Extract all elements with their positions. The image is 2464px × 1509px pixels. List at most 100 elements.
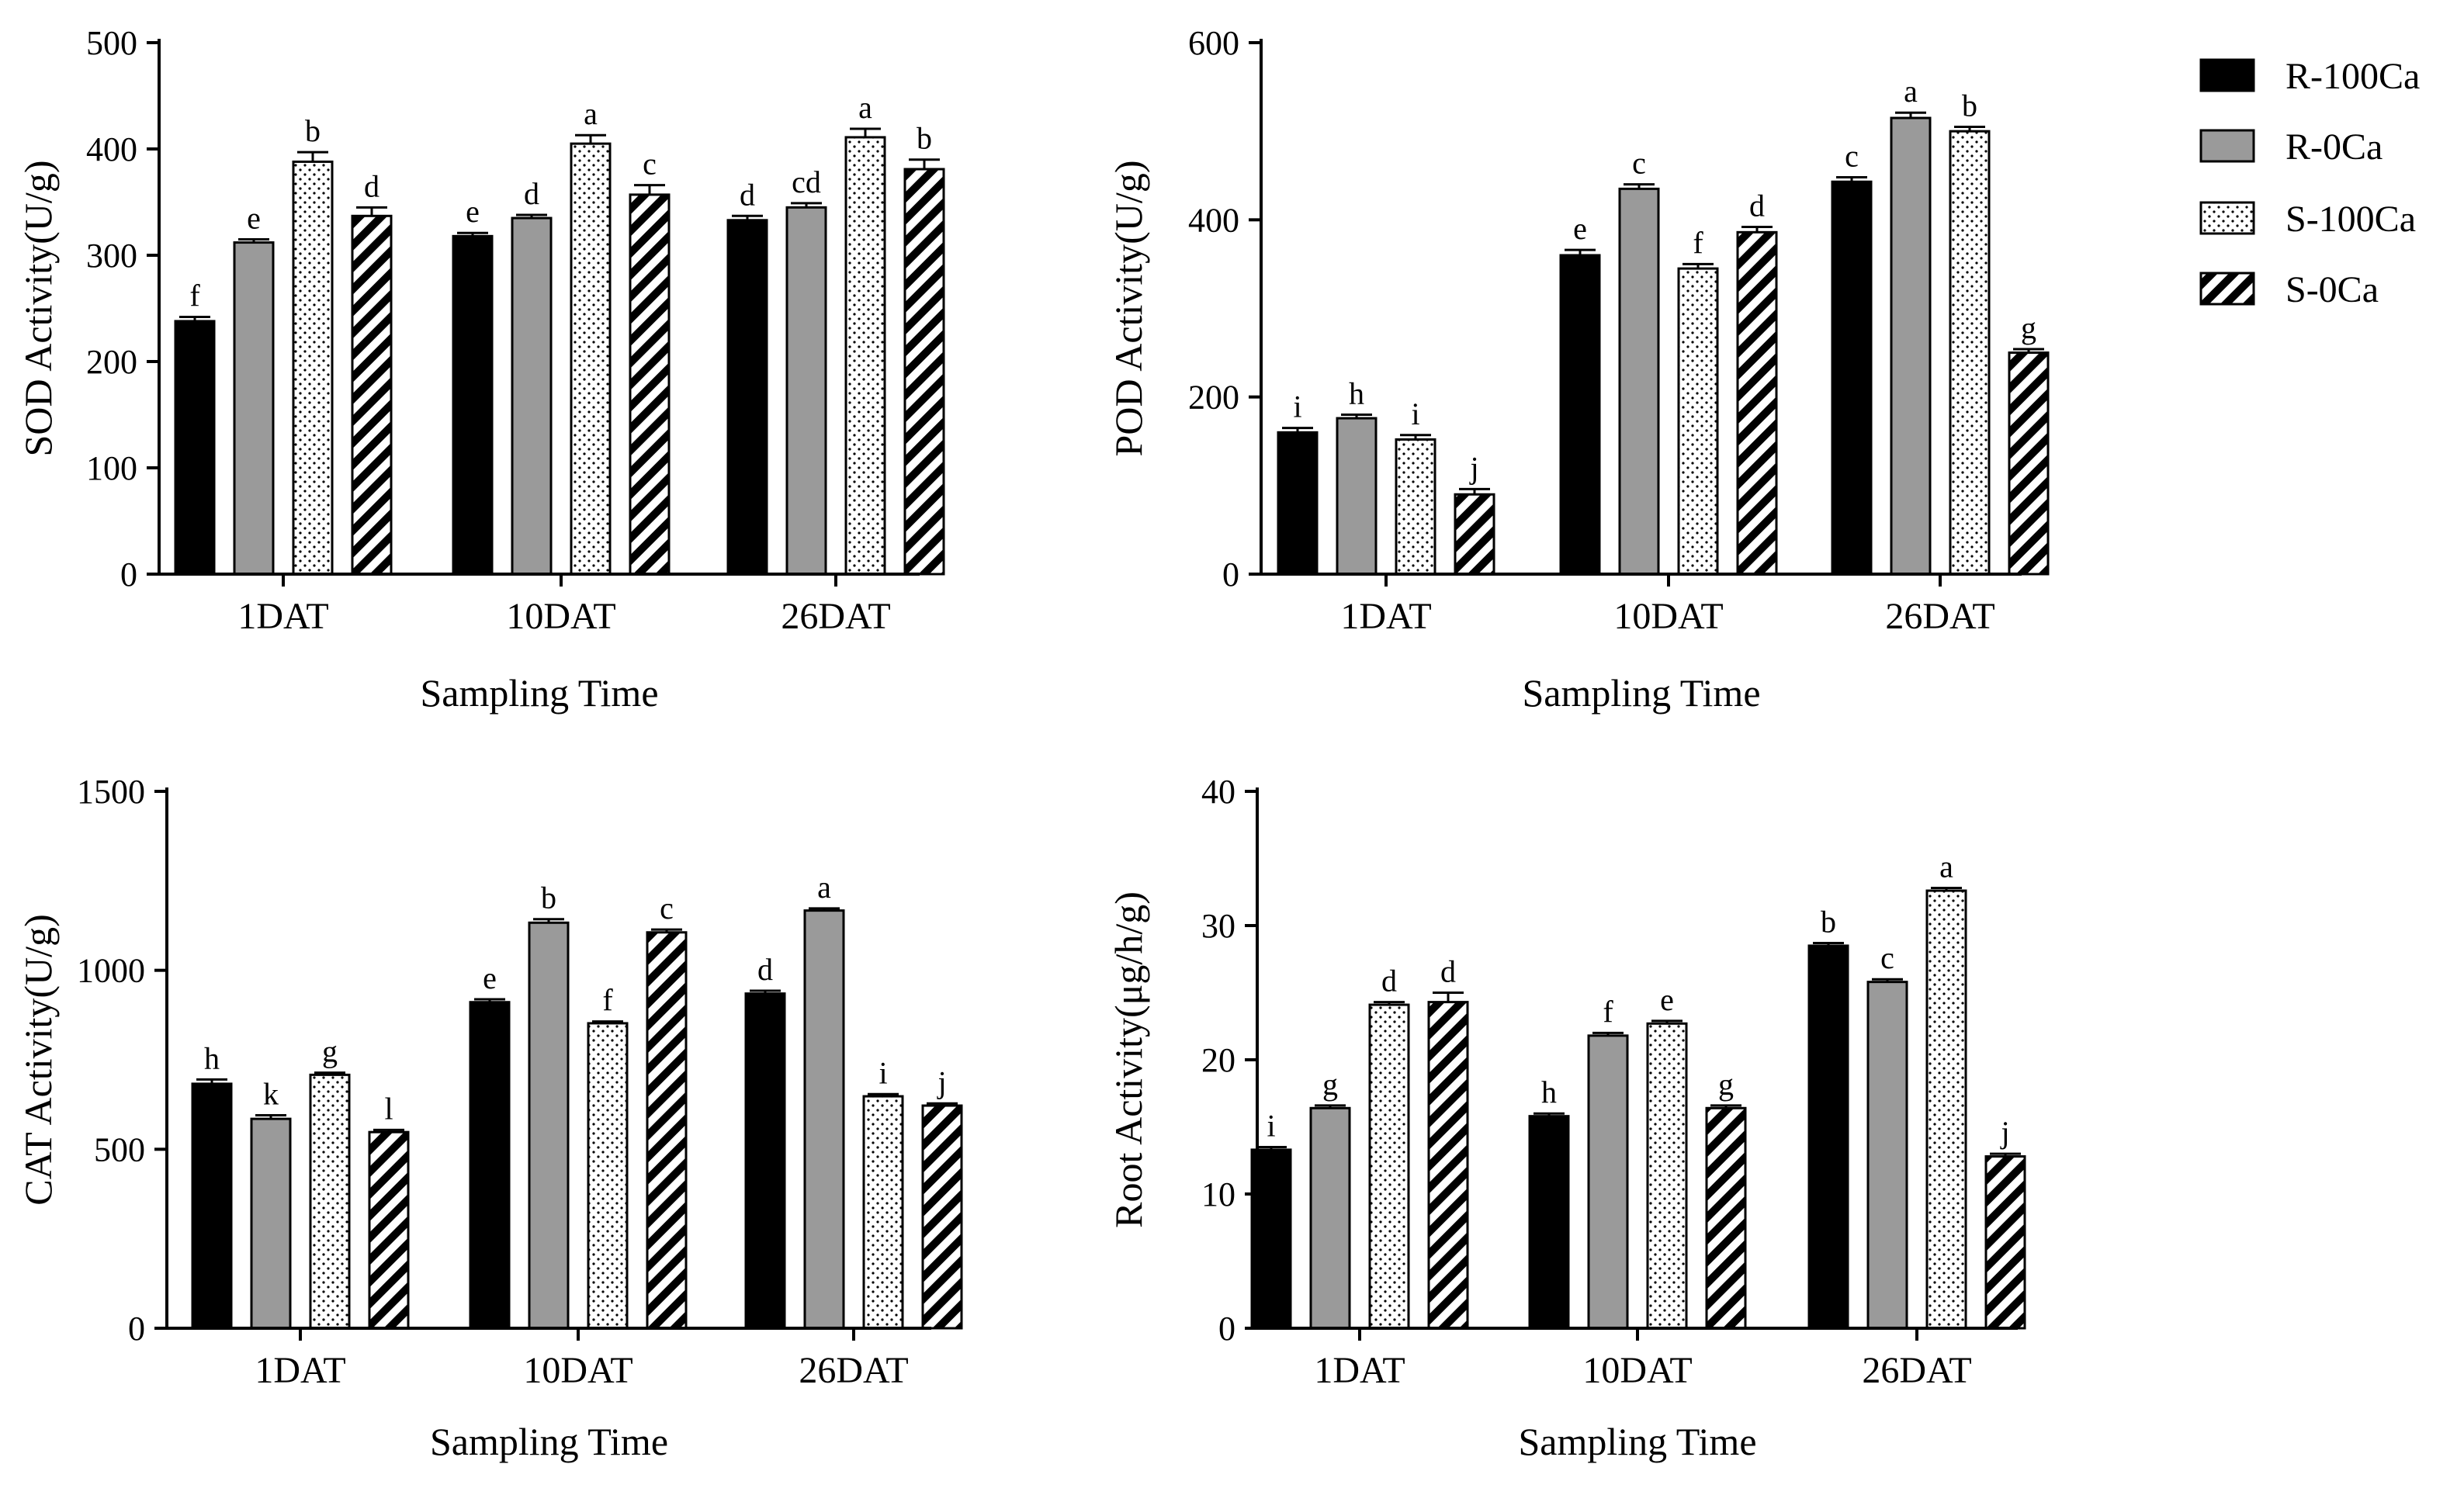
significance-letter: a bbox=[584, 96, 598, 131]
bar-r-0ca-1dat bbox=[1309, 1106, 1351, 1330]
x-tick-label: 26DAT bbox=[1862, 1350, 1971, 1391]
x-axis-title: Sampling Time bbox=[1518, 1420, 1756, 1463]
significance-letter: l bbox=[384, 1091, 393, 1126]
bar-s-100ca-10dat bbox=[1646, 1022, 1688, 1330]
bar-s-100ca-10dat bbox=[570, 142, 612, 576]
significance-letter: d bbox=[364, 168, 379, 203]
y-tick-label: 0 bbox=[1218, 1310, 1235, 1348]
significance-letter: cd bbox=[792, 164, 821, 199]
legend-label-r-0ca: R-0Ca bbox=[2286, 126, 2383, 168]
bar-r-0ca-10dat bbox=[528, 921, 570, 1330]
y-tick-label: 200 bbox=[86, 343, 137, 381]
significance-letter: b bbox=[917, 121, 932, 156]
x-tick-label: 26DAT bbox=[1885, 596, 1994, 637]
legend-swatch-s-100ca bbox=[2199, 201, 2255, 235]
bar-r-100ca-1dat bbox=[1277, 431, 1319, 576]
legend-label-s-0ca: S-0Ca bbox=[2286, 269, 2379, 310]
significance-letter: a bbox=[858, 90, 872, 125]
bar-r-100ca-26dat bbox=[726, 219, 768, 576]
y-tick-label: 20 bbox=[1201, 1041, 1235, 1079]
y-tick-label: 0 bbox=[120, 555, 137, 594]
bar-s-0ca-1dat bbox=[1454, 493, 1495, 576]
significance-letter: a bbox=[1904, 74, 1918, 109]
y-axis-title: POD Activity(U/g) bbox=[1107, 161, 1150, 457]
legend-item-s-100ca: S-100Ca bbox=[2199, 199, 2416, 240]
bar-r-0ca-26dat bbox=[785, 206, 827, 576]
significance-letter: j bbox=[936, 1064, 946, 1099]
significance-letter: f bbox=[1603, 994, 1613, 1029]
significance-letter: d bbox=[1381, 964, 1397, 999]
y-axis-title: CAT Activity(U/g) bbox=[16, 914, 60, 1205]
significance-letter: d bbox=[757, 952, 773, 987]
bar-s-0ca-1dat bbox=[368, 1130, 410, 1330]
bar-s-0ca-26dat bbox=[903, 168, 945, 576]
bar-s-0ca-10dat bbox=[1736, 230, 1778, 576]
y-tick-label: 400 bbox=[1188, 201, 1239, 239]
x-tick-label: 1DAT bbox=[237, 596, 328, 637]
bar-s-0ca-10dat bbox=[1705, 1106, 1747, 1330]
x-axis-title: Sampling Time bbox=[420, 671, 658, 715]
y-tick-label: 30 bbox=[1201, 907, 1235, 945]
x-tick-label: 1DAT bbox=[255, 1350, 345, 1391]
bar-s-0ca-10dat bbox=[646, 931, 688, 1330]
x-tick-label: 10DAT bbox=[1582, 1350, 1692, 1391]
significance-letter: b bbox=[1821, 904, 1836, 939]
bar-s-0ca-1dat bbox=[351, 214, 393, 576]
y-tick-label: 400 bbox=[86, 130, 137, 168]
bar-s-100ca-26dat bbox=[1949, 130, 1991, 576]
bar-s-100ca-26dat bbox=[1925, 889, 1967, 1330]
bar-s-100ca-1dat bbox=[1368, 1003, 1410, 1330]
bar-s-0ca-26dat bbox=[2008, 351, 2050, 576]
bar-r-0ca-10dat bbox=[511, 216, 553, 576]
significance-letter: f bbox=[1693, 225, 1703, 260]
significance-letter: b bbox=[541, 881, 556, 915]
bar-s-0ca-26dat bbox=[1984, 1155, 2026, 1330]
legend-item-r-0ca: R-0Ca bbox=[2199, 126, 2383, 168]
significance-letter: e bbox=[466, 194, 480, 229]
bar-s-100ca-1dat bbox=[1395, 438, 1436, 576]
y-tick-label: 1000 bbox=[77, 952, 145, 990]
chart-panel-3: h e d k b a g f i l c j 0 500 1000 1500 1DAT 10DAT 26DAT CA… bbox=[16, 773, 963, 1463]
chart-panel-2: i e c h c a i f b j d g 0 200 400 600 1DAT 10DAT 26DAT POD … bbox=[1107, 24, 2050, 715]
significance-letter: j bbox=[1999, 1115, 2009, 1150]
bar-s-100ca-1dat bbox=[292, 160, 334, 576]
significance-letter: a bbox=[817, 870, 831, 905]
bar-r-100ca-26dat bbox=[744, 992, 786, 1330]
significance-letter: d bbox=[740, 177, 755, 212]
significance-letter: e bbox=[1660, 982, 1674, 1017]
y-tick-label: 0 bbox=[128, 1310, 145, 1348]
significance-letter: h bbox=[204, 1040, 220, 1075]
y-tick-label: 0 bbox=[1222, 555, 1239, 594]
significance-letter: c bbox=[660, 891, 674, 926]
bar-s-0ca-26dat bbox=[921, 1104, 963, 1330]
bar-r-0ca-26dat bbox=[803, 909, 845, 1330]
y-tick-label: 100 bbox=[86, 449, 137, 487]
x-tick-label: 26DAT bbox=[781, 596, 890, 637]
y-tick-label: 500 bbox=[94, 1130, 145, 1168]
chart-panel-4: i h b g f c d e a d g j 0 10 20 30 40 1DAT 10DAT 26DAT Root … bbox=[1107, 773, 2026, 1463]
legend-swatch-r-100ca bbox=[2199, 58, 2255, 92]
y-tick-label: 500 bbox=[86, 24, 137, 62]
bar-r-0ca-26dat bbox=[1890, 116, 1932, 576]
significance-letter: c bbox=[1845, 139, 1859, 174]
legend-swatch-r-0ca bbox=[2199, 129, 2255, 163]
significance-letter: c bbox=[1880, 940, 1894, 975]
y-tick-label: 300 bbox=[86, 237, 137, 275]
significance-letter: i bbox=[1411, 396, 1419, 431]
bar-r-0ca-1dat bbox=[1336, 417, 1378, 576]
significance-letter: a bbox=[1939, 850, 1953, 884]
significance-letter: b bbox=[1962, 88, 1977, 123]
bar-r-100ca-10dat bbox=[1559, 254, 1601, 576]
significance-letter: e bbox=[483, 960, 497, 995]
significance-letter: e bbox=[247, 200, 261, 235]
significance-letter: c bbox=[1632, 146, 1646, 181]
x-tick-label: 26DAT bbox=[799, 1350, 908, 1391]
significance-letter: h bbox=[1541, 1075, 1557, 1109]
legend-item-r-100ca: R-100Ca bbox=[2199, 56, 2420, 97]
significance-letter: b bbox=[305, 113, 321, 148]
bar-r-0ca-10dat bbox=[1618, 187, 1660, 576]
bar-s-0ca-1dat bbox=[1427, 1001, 1469, 1330]
significance-letter: f bbox=[189, 278, 200, 313]
bar-r-0ca-1dat bbox=[250, 1117, 292, 1330]
